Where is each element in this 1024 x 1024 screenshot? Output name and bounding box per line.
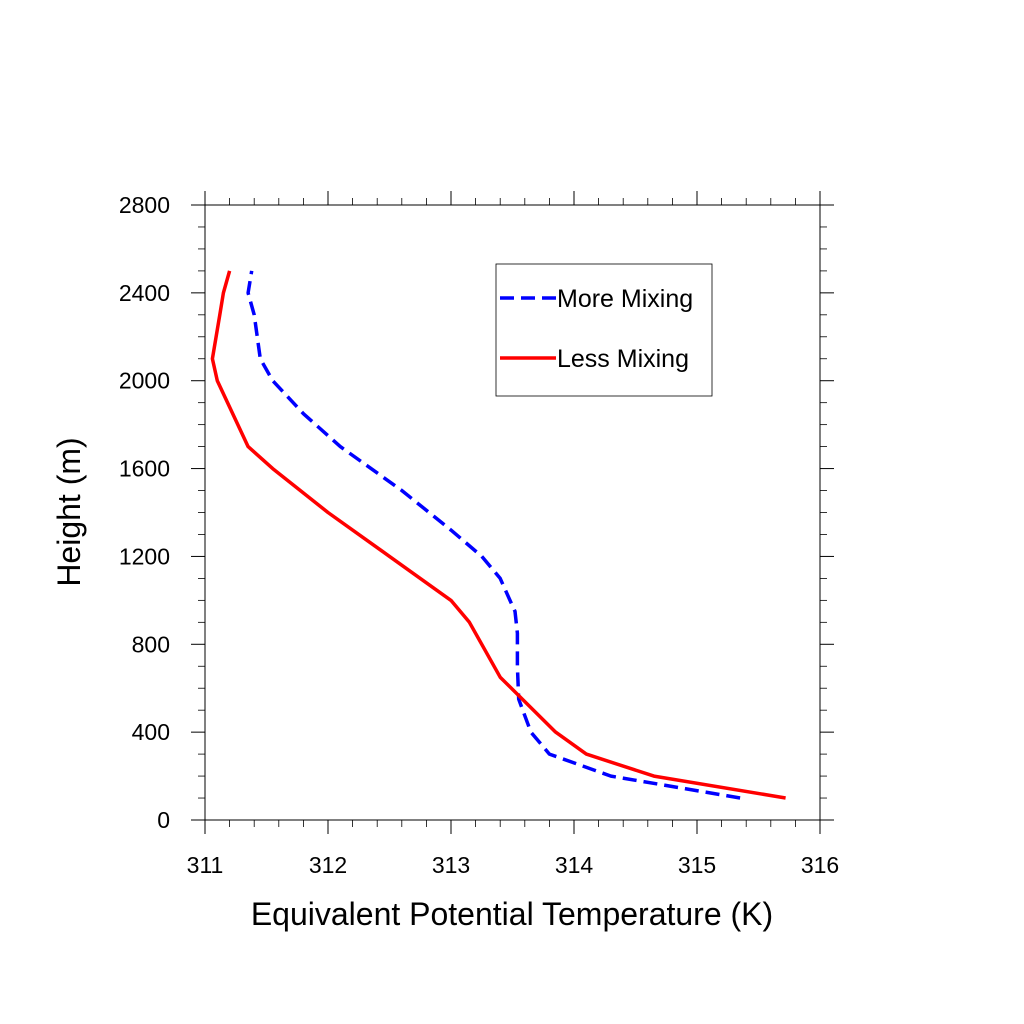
series-layer — [210, 270, 786, 800]
minor-ticks — [198, 198, 827, 827]
y-tick-label: 2800 — [119, 192, 170, 218]
y-tick-label: 1200 — [119, 543, 170, 569]
x-tick-label: 312 — [309, 852, 347, 878]
major-ticks — [191, 191, 834, 834]
x-tick-label: 314 — [555, 852, 594, 878]
y-tick-label: 2400 — [119, 280, 170, 306]
legend-label-less-mixing: Less Mixing — [557, 345, 689, 373]
legend-label-more-mixing: More Mixing — [557, 285, 693, 313]
legend: More Mixing Less Mixing — [495, 263, 713, 397]
y-tick-label: 2000 — [119, 368, 170, 394]
y-tick-labels: 0 400 800 1200 1600 2000 2400 2800 — [119, 192, 170, 833]
plot-frame — [204, 204, 821, 821]
x-axis-title: Equivalent Potential Temperature (K) — [251, 896, 773, 932]
y-tick-label: 400 — [132, 719, 170, 745]
y-tick-label: 800 — [132, 631, 170, 657]
x-tick-labels: 311 312 313 314 315 316 — [187, 852, 840, 878]
x-tick-label: 313 — [432, 852, 470, 878]
legend-box — [495, 263, 713, 397]
x-tick-label: 311 — [187, 852, 224, 878]
series-line-less-mixing — [210, 270, 786, 800]
x-tick-label: 315 — [678, 852, 716, 878]
x-tick-label: 316 — [801, 852, 839, 878]
y-tick-label: 1600 — [119, 456, 170, 482]
y-axis-title: Height (m) — [51, 437, 87, 586]
y-tick-label: 0 — [157, 807, 170, 833]
